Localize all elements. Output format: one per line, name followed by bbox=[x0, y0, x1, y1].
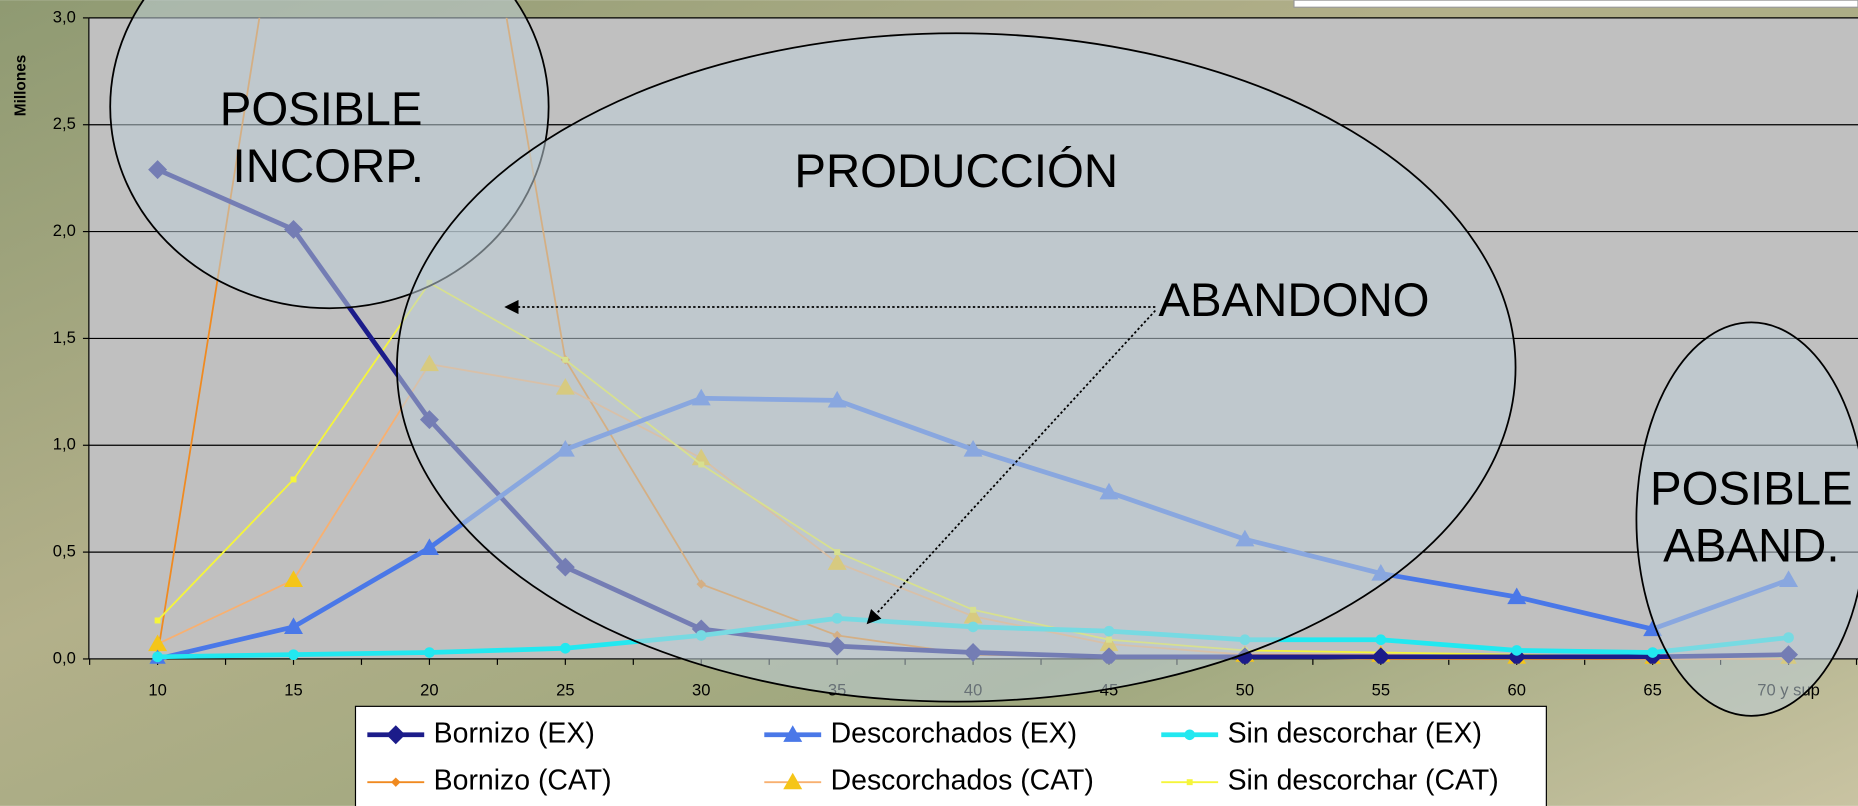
legend-label: Descorchados (EX) bbox=[831, 717, 1077, 749]
y-tick-label: 2,0 bbox=[53, 221, 76, 240]
marker bbox=[424, 647, 435, 658]
marker bbox=[1371, 647, 1391, 664]
ellipse bbox=[1635, 321, 1858, 717]
y-tick-label: 1,0 bbox=[53, 435, 76, 454]
y-axis-label: Millones bbox=[12, 55, 29, 117]
marker bbox=[290, 476, 297, 483]
x-tick-label: 50 bbox=[1236, 680, 1254, 699]
legend-items: Bornizo (EX) Descorchados (EX) Sin descorc… bbox=[367, 717, 1499, 797]
y-tick-label: 0,5 bbox=[53, 541, 76, 560]
x-tick-label: 30 bbox=[692, 680, 710, 699]
legend-fragment bbox=[1293, 0, 1858, 8]
x-tick-label: 55 bbox=[1372, 680, 1390, 699]
annotation: POSIBLE bbox=[220, 83, 423, 136]
marker bbox=[288, 649, 299, 661]
marker bbox=[284, 570, 303, 587]
x-tick-label: 65 bbox=[1643, 680, 1661, 699]
y-tick-label: 3,0 bbox=[53, 7, 76, 26]
legend bbox=[354, 705, 1547, 806]
x-tick-label: 10 bbox=[148, 680, 166, 699]
marker bbox=[154, 617, 161, 624]
ellipse bbox=[109, 0, 550, 310]
annotations bbox=[109, 0, 1858, 717]
legend-label: Descorchados (CAT) bbox=[831, 765, 1094, 797]
annotation: PRODUCCIÓN bbox=[794, 144, 1118, 198]
legend-label: Sin descorchar (CAT) bbox=[1228, 765, 1499, 797]
legend-label: Bornizo (EX) bbox=[434, 717, 595, 749]
ellipse bbox=[396, 32, 1517, 703]
marker bbox=[148, 634, 168, 652]
x-tick-label: 25 bbox=[556, 680, 574, 699]
legend-label: Bornizo (CAT) bbox=[434, 765, 612, 797]
legend-label: Sin descorchar (EX) bbox=[1228, 717, 1482, 749]
marker bbox=[1184, 729, 1196, 741]
x-tick-label: 20 bbox=[420, 680, 438, 699]
annotation: ABANDONO bbox=[1158, 274, 1429, 327]
y-tick-label: 0,0 bbox=[53, 648, 76, 667]
arrow bbox=[866, 309, 1156, 625]
marker bbox=[284, 617, 303, 635]
marker bbox=[1375, 634, 1387, 646]
marker bbox=[560, 642, 571, 654]
y-tick-label: 2,5 bbox=[53, 114, 76, 133]
annotation: ABAND. bbox=[1663, 519, 1839, 572]
annotation: INCORP. bbox=[233, 140, 424, 193]
marker bbox=[386, 725, 406, 745]
marker bbox=[419, 538, 439, 555]
marker bbox=[1511, 645, 1523, 656]
x-tick-label: 15 bbox=[284, 680, 302, 699]
y-tick-label: 1,5 bbox=[53, 328, 76, 347]
x-tick-label: 60 bbox=[1508, 680, 1526, 699]
marker bbox=[1507, 587, 1527, 605]
marker bbox=[1647, 647, 1658, 658]
marker bbox=[783, 725, 803, 742]
marker bbox=[1186, 779, 1193, 786]
annotation: POSIBLE bbox=[1650, 462, 1853, 515]
marker bbox=[783, 772, 803, 790]
marker bbox=[152, 651, 163, 663]
marker bbox=[1235, 647, 1255, 664]
